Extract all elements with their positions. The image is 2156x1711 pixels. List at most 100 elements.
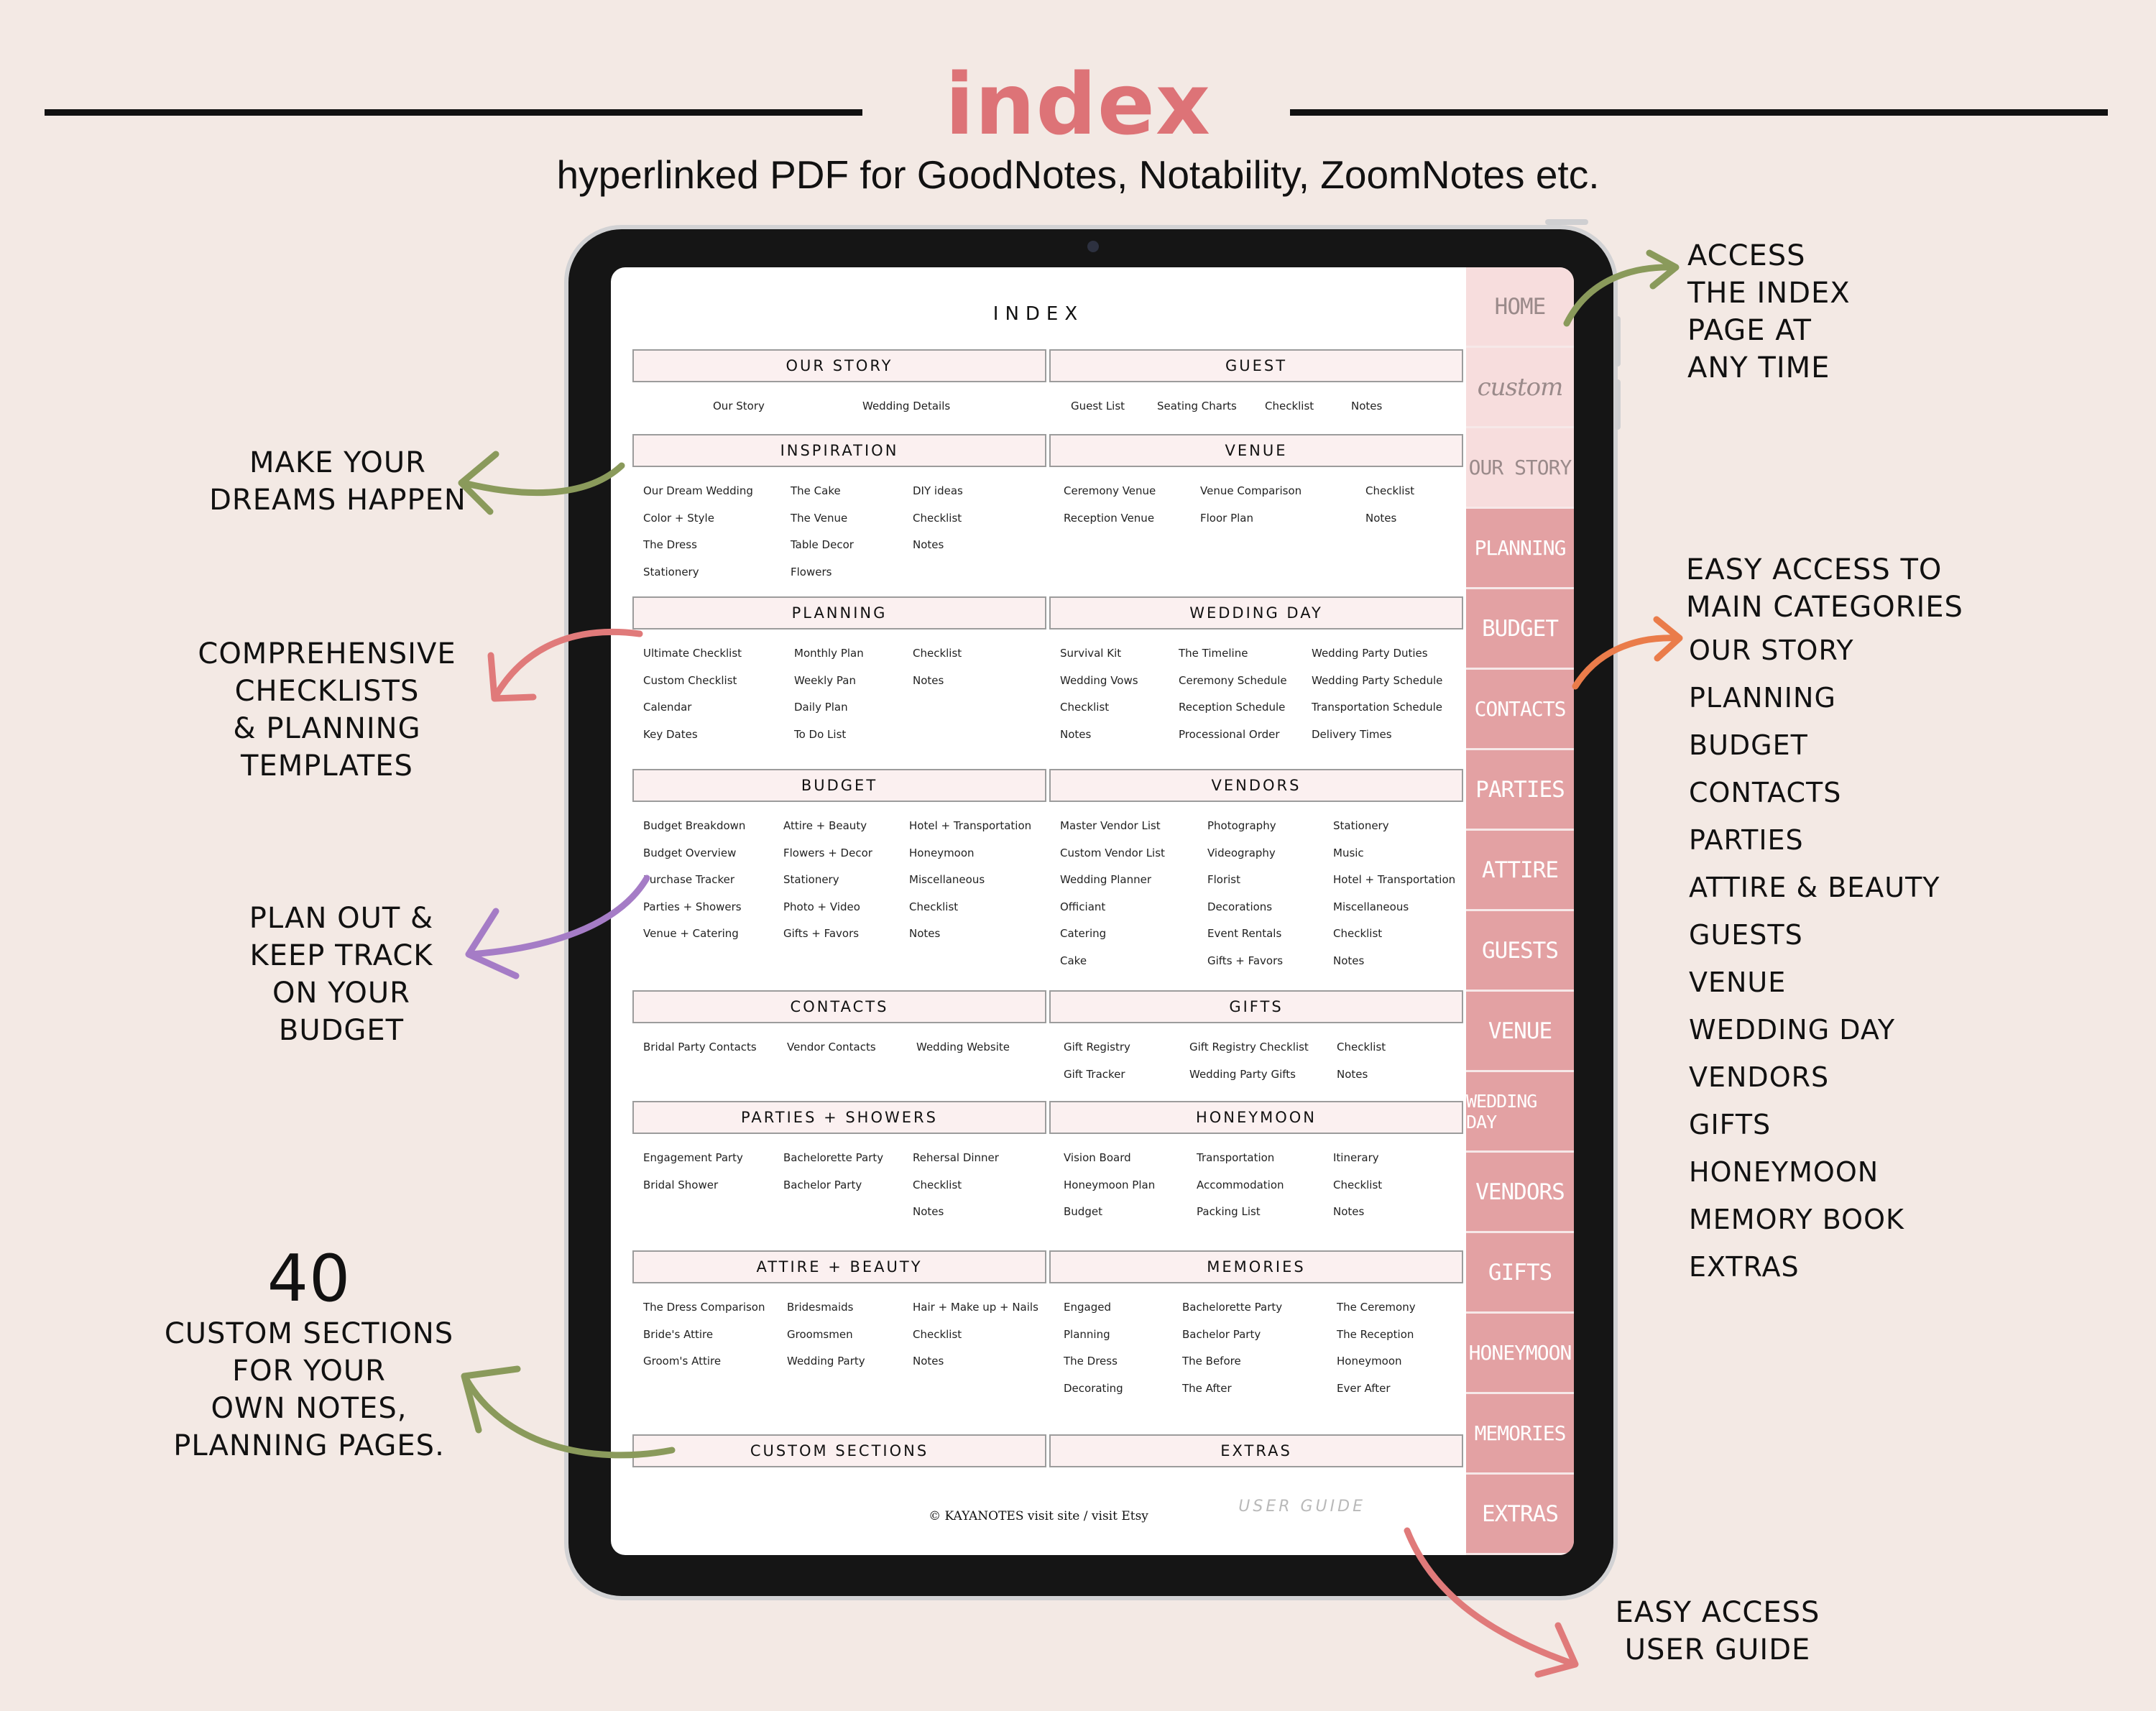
- index-link[interactable]: Attire + Beauty: [783, 819, 867, 832]
- index-link[interactable]: Videography: [1207, 846, 1276, 859]
- index-link[interactable]: Honeymoon: [1337, 1355, 1402, 1368]
- index-link[interactable]: Our Story: [713, 400, 765, 412]
- index-link[interactable]: The Dress: [1064, 1355, 1118, 1368]
- index-link[interactable]: Ceremony Schedule: [1179, 673, 1287, 687]
- index-link[interactable]: Checklist: [1365, 484, 1415, 497]
- index-link[interactable]: The Cake: [791, 484, 841, 497]
- index-link[interactable]: Guest List: [1071, 400, 1125, 412]
- index-link[interactable]: Catering: [1060, 927, 1107, 940]
- index-link[interactable]: Hotel + Transportation: [1333, 873, 1456, 886]
- index-link[interactable]: Daily Plan: [794, 701, 848, 714]
- index-link[interactable]: Reception Schedule: [1179, 701, 1286, 714]
- index-link[interactable]: DIY ideas: [913, 484, 963, 497]
- index-link[interactable]: Rehersal Dinner: [913, 1151, 999, 1164]
- index-link[interactable]: Color + Style: [643, 511, 714, 525]
- index-link[interactable]: Bachelor Party: [1182, 1327, 1261, 1341]
- index-link[interactable]: Checklist: [913, 1327, 962, 1341]
- index-link[interactable]: Delivery Times: [1312, 727, 1392, 741]
- tab-home[interactable]: HOME: [1466, 267, 1574, 348]
- section-header-link[interactable]: PLANNING: [632, 596, 1046, 629]
- index-link[interactable]: Hair + Make up + Nails: [913, 1301, 1038, 1314]
- index-link[interactable]: Accommodation: [1197, 1178, 1284, 1191]
- index-link[interactable]: Gifts + Favors: [1207, 954, 1284, 967]
- index-link[interactable]: The Ceremony: [1337, 1301, 1416, 1314]
- index-link[interactable]: Vendor Contacts: [787, 1041, 876, 1053]
- index-link[interactable]: Checklist: [909, 900, 959, 913]
- index-link[interactable]: Ever After: [1337, 1381, 1391, 1395]
- index-link[interactable]: Cake: [1060, 954, 1087, 967]
- index-link[interactable]: Engaged: [1064, 1301, 1111, 1314]
- index-link[interactable]: Bachelor Party: [783, 1178, 862, 1191]
- index-link[interactable]: Monthly Plan: [794, 647, 864, 660]
- index-link[interactable]: Notes: [913, 673, 944, 687]
- index-link[interactable]: Bridal Shower: [643, 1178, 719, 1191]
- index-link[interactable]: Seating Charts: [1157, 400, 1237, 412]
- index-link[interactable]: Packing List: [1197, 1205, 1261, 1218]
- index-link[interactable]: The After: [1182, 1381, 1232, 1395]
- index-link[interactable]: Budget Overview: [643, 846, 737, 859]
- tab-honeymoon[interactable]: HONEYMOON: [1466, 1314, 1574, 1394]
- section-header-link[interactable]: VENUE: [1049, 434, 1463, 467]
- index-link[interactable]: Itinerary: [1333, 1151, 1379, 1164]
- index-link[interactable]: Checklist: [913, 1178, 962, 1191]
- index-link[interactable]: Notes: [1333, 1205, 1365, 1218]
- tab-wedding-day[interactable]: WEDDING DAY: [1466, 1072, 1574, 1153]
- section-header-link[interactable]: EXTRAS: [1049, 1434, 1463, 1467]
- index-link[interactable]: Stationery: [783, 873, 839, 886]
- section-header-link[interactable]: INSPIRATION: [632, 434, 1046, 467]
- tab-parties[interactable]: PARTIES: [1466, 750, 1574, 831]
- index-link[interactable]: Bachelorette Party: [783, 1151, 884, 1164]
- index-link[interactable]: Checklist: [1060, 701, 1110, 714]
- index-link[interactable]: Purchase Tracker: [643, 873, 734, 886]
- index-link[interactable]: Reception Venue: [1064, 511, 1155, 525]
- index-link[interactable]: The Dress: [643, 538, 697, 551]
- index-link[interactable]: Notes: [1060, 727, 1092, 741]
- index-link[interactable]: Notes: [1333, 954, 1365, 967]
- section-header-link[interactable]: VENDORS: [1049, 769, 1463, 802]
- index-link[interactable]: Gifts + Favors: [783, 927, 860, 940]
- index-link[interactable]: Honeymoon: [909, 846, 975, 859]
- section-header-link[interactable]: CUSTOM SECTIONS: [632, 1434, 1046, 1467]
- index-link[interactable]: Calendar: [643, 701, 692, 714]
- index-link[interactable]: Groomsmen: [787, 1327, 853, 1341]
- index-link[interactable]: Gift Tracker: [1064, 1067, 1125, 1081]
- section-header-link[interactable]: OUR STORY: [632, 349, 1046, 382]
- index-link[interactable]: Wedding Party Gifts: [1189, 1067, 1296, 1081]
- tab-our-story[interactable]: OUR STORY: [1466, 428, 1574, 509]
- index-link[interactable]: Decorations: [1207, 900, 1273, 913]
- index-link[interactable]: Custom Vendor List: [1060, 846, 1165, 859]
- index-link[interactable]: Florist: [1207, 873, 1241, 886]
- index-link[interactable]: Flowers + Decor: [783, 846, 872, 859]
- index-link[interactable]: Checklist: [913, 511, 962, 525]
- section-header-link[interactable]: BUDGET: [632, 769, 1046, 802]
- index-link[interactable]: Hotel + Transportation: [909, 819, 1032, 832]
- index-link[interactable]: Checklist: [1265, 400, 1314, 412]
- index-link[interactable]: Transportation: [1197, 1151, 1275, 1164]
- index-link[interactable]: Notes: [1351, 400, 1383, 412]
- index-link[interactable]: Gift Registry: [1064, 1041, 1130, 1053]
- index-link[interactable]: Notes: [913, 1355, 944, 1368]
- section-header-link[interactable]: HONEYMOON: [1049, 1101, 1463, 1134]
- index-link[interactable]: Notes: [909, 927, 941, 940]
- index-link[interactable]: Engagement Party: [643, 1151, 743, 1164]
- index-link[interactable]: Key Dates: [643, 727, 698, 741]
- index-link[interactable]: Decorating: [1064, 1381, 1123, 1395]
- index-link[interactable]: Wedding Planner: [1060, 873, 1152, 886]
- index-link[interactable]: Our Dream Wedding: [643, 484, 753, 497]
- index-link[interactable]: Notes: [1337, 1067, 1368, 1081]
- index-link[interactable]: To Do List: [794, 727, 847, 741]
- index-link[interactable]: Planning: [1064, 1327, 1110, 1341]
- index-link[interactable]: Gift Registry Checklist: [1189, 1041, 1309, 1053]
- index-link[interactable]: Wedding Vows: [1060, 673, 1138, 687]
- index-link[interactable]: Transportation Schedule: [1312, 701, 1443, 714]
- index-link[interactable]: Wedding Website: [916, 1041, 1010, 1053]
- tab-budget[interactable]: BUDGET: [1466, 589, 1574, 670]
- index-link[interactable]: Budget Breakdown: [643, 819, 746, 832]
- index-link[interactable]: Checklist: [913, 647, 962, 660]
- index-link[interactable]: Bride's Attire: [643, 1327, 714, 1341]
- index-link[interactable]: Floor Plan: [1200, 511, 1253, 525]
- index-link[interactable]: Event Rentals: [1207, 927, 1282, 940]
- index-link[interactable]: Miscellaneous: [1333, 900, 1409, 913]
- section-header-link[interactable]: GUEST: [1049, 349, 1463, 382]
- index-link[interactable]: Notes: [913, 1205, 944, 1218]
